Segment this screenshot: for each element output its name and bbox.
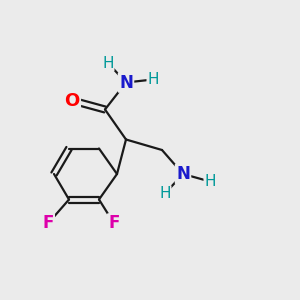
Text: F: F: [42, 214, 54, 232]
Text: F: F: [108, 214, 120, 232]
Text: H: H: [102, 56, 114, 70]
Text: H: H: [159, 186, 171, 201]
Text: H: H: [204, 174, 216, 189]
Text: N: N: [119, 74, 133, 92]
Text: N: N: [176, 165, 190, 183]
Text: O: O: [64, 92, 80, 110]
Text: H: H: [147, 72, 159, 87]
